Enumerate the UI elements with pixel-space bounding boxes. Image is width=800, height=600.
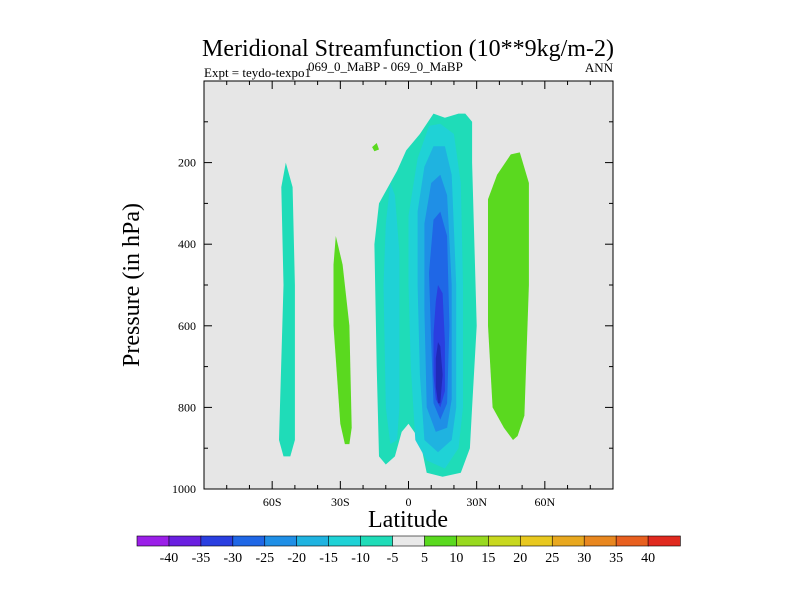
x-tick-label: 30S: [331, 495, 350, 509]
colorbar-label: 25: [545, 551, 559, 566]
colorbar-label: 15: [481, 551, 495, 566]
colorbar-label: 35: [609, 551, 623, 566]
colorbar-swatch: [136, 535, 170, 547]
colorbar-label: -20: [287, 551, 306, 566]
contour-region-9: [333, 236, 352, 445]
colorbar-swatch: [328, 535, 362, 547]
subtitle-center: 069_0_MaBP - 069_0_MaBP: [308, 59, 463, 74]
colorbar-swatch: [168, 535, 202, 547]
contour-region-8: [435, 342, 443, 404]
y-tick-label: 400: [178, 237, 196, 251]
y-tick-label: 200: [178, 156, 196, 170]
y-tick-label: 800: [178, 400, 196, 414]
contour-region-2: [383, 183, 400, 445]
colorbar-label: 10: [449, 551, 463, 566]
x-tick-label: 60N: [534, 495, 555, 509]
chart-title: Meridional Streamfunction (10**9kg/m-2): [202, 36, 614, 62]
colorbar-swatch: [647, 535, 681, 547]
colorbar: -40 -35 -30 -25 -20 -15 -10 -5 5 10 15 20 25 30 35 40: [136, 535, 681, 566]
colorbar-swatch: [264, 535, 298, 547]
colorbar-swatch: [488, 535, 521, 547]
colorbar-label: -25: [255, 551, 274, 566]
subtitle-right: ANN: [585, 60, 614, 75]
colorbar-swatch: [456, 535, 490, 547]
colorbar-label: 20: [513, 551, 527, 566]
colorbar-label: -5: [387, 551, 399, 566]
x-tick-label: 30N: [466, 495, 487, 509]
colorbar-swatch: [519, 535, 553, 547]
contour-regions: [279, 113, 529, 477]
colorbar-label: -35: [192, 551, 211, 566]
axis-ticks: 60S 30S 0 30N 60N 200 400 600 800 1000: [172, 81, 613, 509]
y-axis-label: Pressure (in hPa): [119, 203, 145, 367]
y-tick-label: 600: [178, 319, 196, 333]
colorbar-label: -10: [351, 551, 370, 566]
contour-region-10: [488, 152, 529, 440]
contour-region-11: [372, 143, 379, 152]
colorbar-swatch: [232, 535, 266, 547]
colorbar-label: 5: [421, 551, 428, 566]
colorbar-swatch: [615, 535, 649, 547]
colorbar-label: 40: [641, 551, 655, 566]
colorbar-label: -30: [223, 551, 242, 566]
colorbar-swatch: [551, 535, 585, 547]
colorbar-swatch: [360, 535, 394, 547]
x-tick-label: 0: [406, 495, 412, 509]
x-axis-label: Latitude: [368, 507, 448, 533]
colorbar-swatch: [583, 535, 617, 547]
x-tick-label: 60S: [263, 495, 282, 509]
contour-region-0: [279, 162, 295, 457]
colorbar-swatch: [392, 535, 426, 547]
y-tick-label: 1000: [172, 482, 196, 496]
subtitle-left: Expt = teydo-texpo1: [204, 65, 311, 80]
colorbar-swatch: [424, 535, 458, 547]
colorbar-label: -40: [160, 551, 179, 566]
colorbar-label: -15: [319, 551, 338, 566]
colorbar-swatch: [200, 535, 234, 547]
colorbar-label: 30: [577, 551, 591, 566]
colorbar-swatch: [296, 535, 330, 547]
